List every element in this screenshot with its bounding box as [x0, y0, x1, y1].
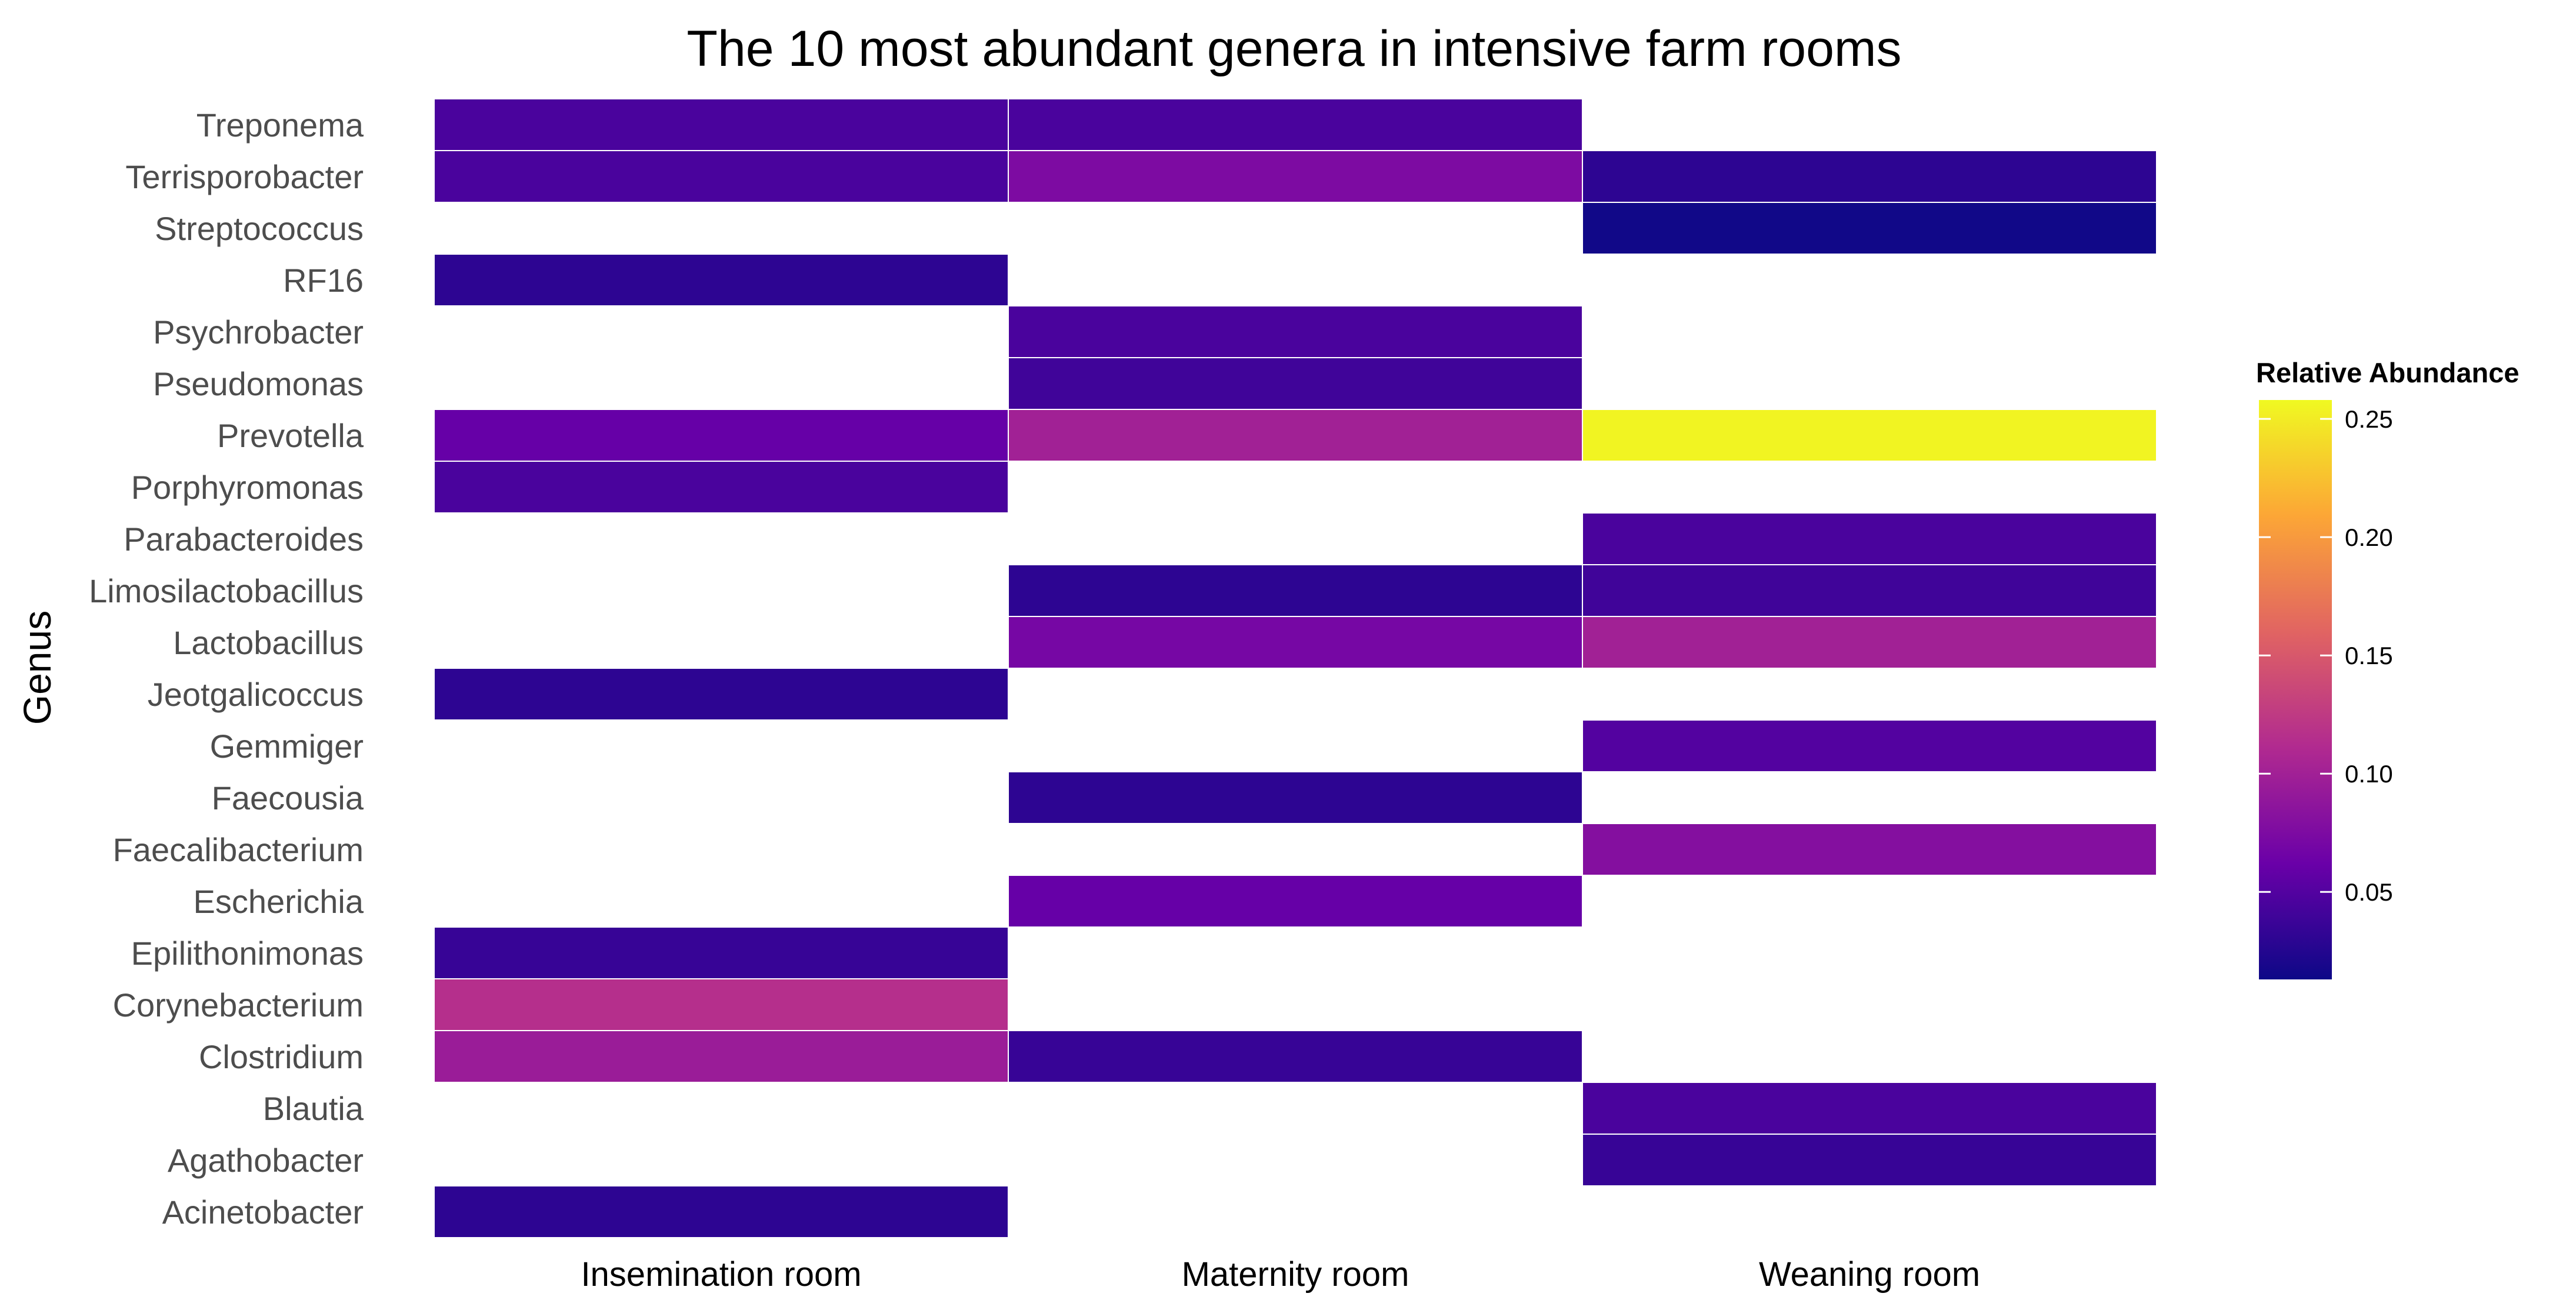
cell-lactobacillus-weaning-room [1582, 616, 2157, 669]
legend-tick-label: 0.25 [2345, 405, 2393, 433]
y-axis-title: Genus [15, 611, 59, 725]
cell-lactobacillus-maternity-room [1008, 616, 1583, 669]
cell-jeotgalicoccus-insemination-room [434, 668, 1009, 721]
legend-ticks: 0.05 0.10 0.15 0.20 0.25 [2259, 405, 2393, 906]
cell-parabacteroides-weaning-room [1582, 512, 2157, 565]
y-tick-label-jeotgalicoccus: Jeotgalicoccus [148, 676, 364, 713]
y-tick-label-parabacteroides: Parabacteroides [124, 521, 364, 558]
cell-blautia-weaning-room [1582, 1082, 2157, 1135]
color-legend: Relative Abundance 0.05 0.10 0.15 0.20 0.25 [2256, 357, 2520, 979]
cell-corynebacterium-insemination-room [434, 978, 1009, 1031]
legend-color-bar [2259, 400, 2332, 979]
y-axis-tick-labels: Treponema Terrisporobacter Streptococcus RF… [89, 106, 364, 1231]
y-tick-label-corynebacterium: Corynebacterium [113, 986, 364, 1024]
y-tick-label-prevotella: Prevotella [217, 417, 364, 454]
cell-clostridium-maternity-room [1008, 1030, 1583, 1083]
cell-psychrobacter-maternity-room [1008, 305, 1583, 358]
x-tick-label-weaning-room: Weaning room [1759, 1255, 1980, 1294]
y-tick-label-limosilactobacillus: Limosilactobacillus [89, 572, 364, 609]
cell-faecousia-maternity-room [1008, 771, 1583, 824]
legend-title: Relative Abundance [2256, 357, 2520, 388]
y-tick-label-streptococcus: Streptococcus [155, 210, 364, 247]
cell-terrisporobacter-insemination-room [434, 150, 1009, 203]
y-tick-label-lactobacillus: Lactobacillus [173, 624, 364, 661]
legend-tick-label: 0.10 [2345, 760, 2393, 788]
cell-faecalibacterium-weaning-room [1582, 823, 2157, 876]
y-tick-label-escherichia: Escherichia [194, 883, 364, 920]
y-tick-label-acinetobacter: Acinetobacter [162, 1194, 364, 1231]
cell-treponema-insemination-room [434, 98, 1009, 151]
cell-prevotella-weaning-room [1582, 409, 2157, 462]
x-tick-label-maternity-room: Maternity room [1182, 1255, 1409, 1294]
cell-terrisporobacter-weaning-room [1582, 150, 2157, 203]
y-tick-label-terrisporobacter: Terrisporobacter [125, 158, 364, 195]
y-tick-label-epilithonimonas: Epilithonimonas [131, 935, 364, 972]
cell-gemmiger-weaning-room [1582, 719, 2157, 772]
y-tick-label-agathobacter: Agathobacter [168, 1142, 364, 1179]
cell-porphyromonas-insemination-room [434, 461, 1009, 514]
legend-tick-label: 0.05 [2345, 878, 2393, 906]
y-tick-label-porphyromonas: Porphyromonas [131, 469, 364, 506]
chart-title: The 10 most abundant genera in intensive… [687, 21, 1901, 77]
y-tick-label-rf16: RF16 [283, 262, 364, 299]
cell-treponema-maternity-room [1008, 98, 1583, 151]
y-tick-label-blautia: Blautia [263, 1090, 364, 1127]
cell-prevotella-insemination-room [434, 409, 1009, 462]
y-tick-label-gemmiger: Gemmiger [210, 728, 364, 765]
cell-agathobacter-weaning-room [1582, 1134, 2157, 1186]
y-tick-label-clostridium: Clostridium [199, 1038, 364, 1075]
cell-clostridium-insemination-room [434, 1030, 1009, 1083]
cell-limosilactobacillus-maternity-room [1008, 564, 1583, 617]
cell-terrisporobacter-maternity-room [1008, 150, 1583, 203]
y-tick-label-pseudomonas: Pseudomonas [153, 365, 364, 402]
y-tick-label-faecousia: Faecousia [212, 779, 364, 816]
cell-acinetobacter-insemination-room [434, 1185, 1009, 1238]
legend-tick-label: 0.15 [2345, 642, 2393, 669]
x-axis-tick-labels: Insemination room Maternity room Weaning r… [581, 1255, 1980, 1294]
cell-rf16-insemination-room [434, 254, 1009, 306]
y-tick-label-faecalibacterium: Faecalibacterium [113, 831, 364, 868]
cell-limosilactobacillus-weaning-room [1582, 564, 2157, 617]
x-tick-label-insemination-room: Insemination room [581, 1255, 861, 1294]
legend-tick-label: 0.20 [2345, 524, 2393, 551]
cell-prevotella-maternity-room [1008, 409, 1583, 462]
cell-pseudomonas-maternity-room [1008, 357, 1583, 410]
y-tick-label-treponema: Treponema [196, 106, 364, 144]
y-tick-label-psychrobacter: Psychrobacter [153, 314, 364, 351]
cell-streptococcus-weaning-room [1582, 202, 2157, 255]
cell-epilithonimonas-insemination-room [434, 926, 1009, 979]
heatmap-cells [434, 98, 2157, 1238]
cell-escherichia-maternity-room [1008, 875, 1583, 928]
